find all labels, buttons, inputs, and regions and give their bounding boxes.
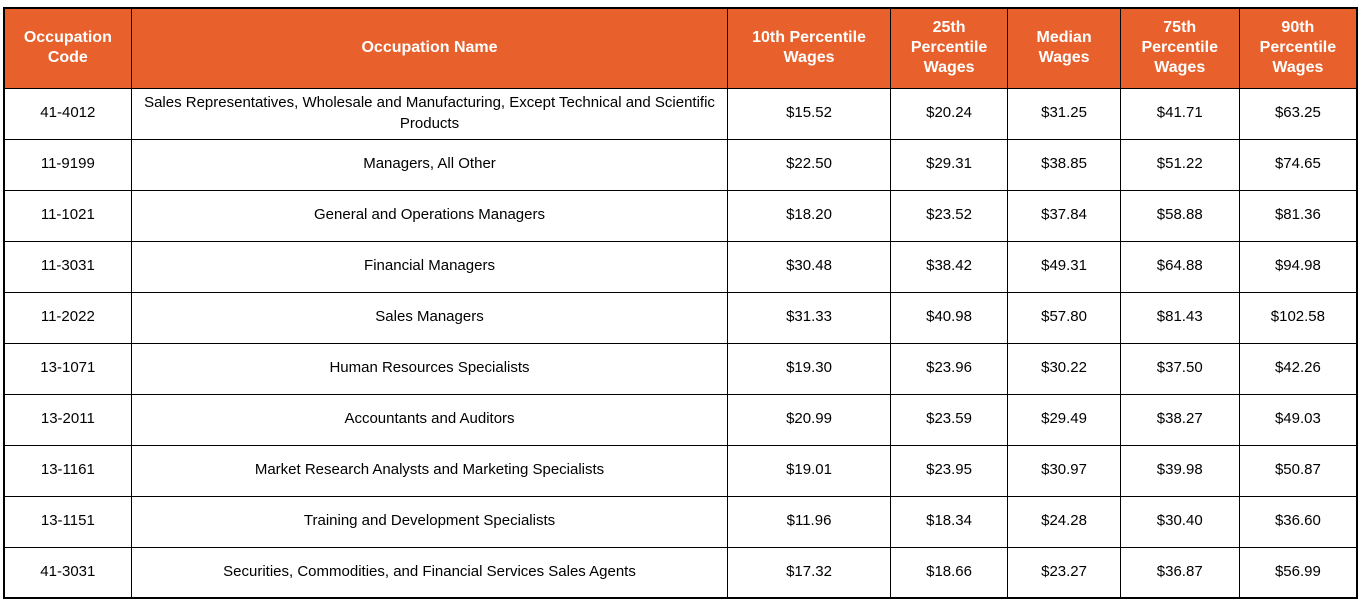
cell-median-wage: $24.28 xyxy=(1007,495,1121,548)
cell-occupation-code: 41-4012 xyxy=(3,87,132,140)
table-row: 41-3031 Securities, Commodities, and Fin… xyxy=(3,546,1358,599)
cell-10th-percentile-wage: $30.48 xyxy=(727,240,891,293)
cell-75th-percentile-wage: $58.88 xyxy=(1119,189,1240,242)
cell-90th-percentile-wage: $50.87 xyxy=(1238,444,1358,497)
cell-90th-percentile-wage: $81.36 xyxy=(1238,189,1358,242)
cell-10th-percentile-wage: $11.96 xyxy=(727,495,891,548)
cell-occupation-name: Sales Managers xyxy=(130,291,729,344)
cell-25th-percentile-wage: $29.31 xyxy=(889,138,1009,191)
col-header-75th-percentile-wages: 75th Percentile Wages xyxy=(1119,7,1240,89)
cell-median-wage: $57.80 xyxy=(1007,291,1121,344)
table-body: 41-4012 Sales Representatives, Wholesale… xyxy=(3,87,1358,599)
cell-occupation-code: 11-3031 xyxy=(3,240,132,293)
col-header-25th-percentile-wages: 25th Percentile Wages xyxy=(889,7,1009,89)
col-header-10th-percentile-wages: 10th Percentile Wages xyxy=(727,7,891,89)
table-row: 11-9199 Managers, All Other $22.50 $29.3… xyxy=(3,138,1358,191)
cell-75th-percentile-wage: $30.40 xyxy=(1119,495,1240,548)
cell-10th-percentile-wage: $19.01 xyxy=(727,444,891,497)
cell-75th-percentile-wage: $41.71 xyxy=(1119,87,1240,140)
cell-median-wage: $30.22 xyxy=(1007,342,1121,395)
cell-10th-percentile-wage: $22.50 xyxy=(727,138,891,191)
cell-occupation-code: 11-9199 xyxy=(3,138,132,191)
cell-occupation-name: Managers, All Other xyxy=(130,138,729,191)
table-row: 11-2022 Sales Managers $31.33 $40.98 $57… xyxy=(3,291,1358,344)
cell-75th-percentile-wage: $36.87 xyxy=(1119,546,1240,599)
col-header-occupation-name: Occupation Name xyxy=(130,7,729,89)
cell-90th-percentile-wage: $74.65 xyxy=(1238,138,1358,191)
cell-occupation-name: Sales Representatives, Wholesale and Man… xyxy=(130,87,729,140)
cell-occupation-code: 13-1161 xyxy=(3,444,132,497)
cell-occupation-name: Market Research Analysts and Marketing S… xyxy=(130,444,729,497)
cell-occupation-name: General and Operations Managers xyxy=(130,189,729,242)
cell-90th-percentile-wage: $63.25 xyxy=(1238,87,1358,140)
cell-median-wage: $38.85 xyxy=(1007,138,1121,191)
cell-25th-percentile-wage: $18.34 xyxy=(889,495,1009,548)
table-row: 11-3031 Financial Managers $30.48 $38.42… xyxy=(3,240,1358,293)
cell-25th-percentile-wage: $23.59 xyxy=(889,393,1009,446)
cell-10th-percentile-wage: $17.32 xyxy=(727,546,891,599)
cell-occupation-code: 41-3031 xyxy=(3,546,132,599)
cell-90th-percentile-wage: $36.60 xyxy=(1238,495,1358,548)
cell-10th-percentile-wage: $31.33 xyxy=(727,291,891,344)
table-row: 13-1151 Training and Development Special… xyxy=(3,495,1358,548)
cell-10th-percentile-wage: $18.20 xyxy=(727,189,891,242)
cell-occupation-code: 13-1151 xyxy=(3,495,132,548)
cell-90th-percentile-wage: $42.26 xyxy=(1238,342,1358,395)
cell-75th-percentile-wage: $37.50 xyxy=(1119,342,1240,395)
cell-75th-percentile-wage: $64.88 xyxy=(1119,240,1240,293)
cell-occupation-name: Financial Managers xyxy=(130,240,729,293)
cell-25th-percentile-wage: $23.52 xyxy=(889,189,1009,242)
cell-occupation-name: Training and Development Specialists xyxy=(130,495,729,548)
cell-median-wage: $37.84 xyxy=(1007,189,1121,242)
table-row: 41-4012 Sales Representatives, Wholesale… xyxy=(3,87,1358,140)
cell-occupation-code: 11-2022 xyxy=(3,291,132,344)
cell-median-wage: $23.27 xyxy=(1007,546,1121,599)
table-row: 13-1161 Market Research Analysts and Mar… xyxy=(3,444,1358,497)
cell-occupation-name: Human Resources Specialists xyxy=(130,342,729,395)
cell-25th-percentile-wage: $20.24 xyxy=(889,87,1009,140)
occupation-wages-table: Occupation Code Occupation Name 10th Per… xyxy=(3,7,1358,599)
cell-occupation-code: 13-2011 xyxy=(3,393,132,446)
cell-90th-percentile-wage: $102.58 xyxy=(1238,291,1358,344)
cell-90th-percentile-wage: $94.98 xyxy=(1238,240,1358,293)
cell-75th-percentile-wage: $51.22 xyxy=(1119,138,1240,191)
cell-median-wage: $49.31 xyxy=(1007,240,1121,293)
cell-25th-percentile-wage: $18.66 xyxy=(889,546,1009,599)
cell-occupation-name: Accountants and Auditors xyxy=(130,393,729,446)
cell-75th-percentile-wage: $38.27 xyxy=(1119,393,1240,446)
cell-occupation-code: 11-1021 xyxy=(3,189,132,242)
cell-occupation-code: 13-1071 xyxy=(3,342,132,395)
cell-25th-percentile-wage: $40.98 xyxy=(889,291,1009,344)
cell-median-wage: $30.97 xyxy=(1007,444,1121,497)
cell-occupation-name: Securities, Commodities, and Financial S… xyxy=(130,546,729,599)
col-header-occupation-code: Occupation Code xyxy=(3,7,132,89)
table-row: 11-1021 General and Operations Managers … xyxy=(3,189,1358,242)
table-row: 13-1071 Human Resources Specialists $19.… xyxy=(3,342,1358,395)
cell-10th-percentile-wage: $19.30 xyxy=(727,342,891,395)
table-row: 13-2011 Accountants and Auditors $20.99 … xyxy=(3,393,1358,446)
header-row: Occupation Code Occupation Name 10th Per… xyxy=(3,7,1358,89)
cell-median-wage: $29.49 xyxy=(1007,393,1121,446)
cell-75th-percentile-wage: $81.43 xyxy=(1119,291,1240,344)
cell-10th-percentile-wage: $15.52 xyxy=(727,87,891,140)
cell-25th-percentile-wage: $23.96 xyxy=(889,342,1009,395)
cell-90th-percentile-wage: $56.99 xyxy=(1238,546,1358,599)
cell-90th-percentile-wage: $49.03 xyxy=(1238,393,1358,446)
cell-25th-percentile-wage: $38.42 xyxy=(889,240,1009,293)
col-header-90th-percentile-wages: 90th Percentile Wages xyxy=(1238,7,1358,89)
cell-10th-percentile-wage: $20.99 xyxy=(727,393,891,446)
cell-75th-percentile-wage: $39.98 xyxy=(1119,444,1240,497)
col-header-median-wages: Median Wages xyxy=(1007,7,1121,89)
cell-25th-percentile-wage: $23.95 xyxy=(889,444,1009,497)
table-header: Occupation Code Occupation Name 10th Per… xyxy=(3,7,1358,89)
cell-median-wage: $31.25 xyxy=(1007,87,1121,140)
